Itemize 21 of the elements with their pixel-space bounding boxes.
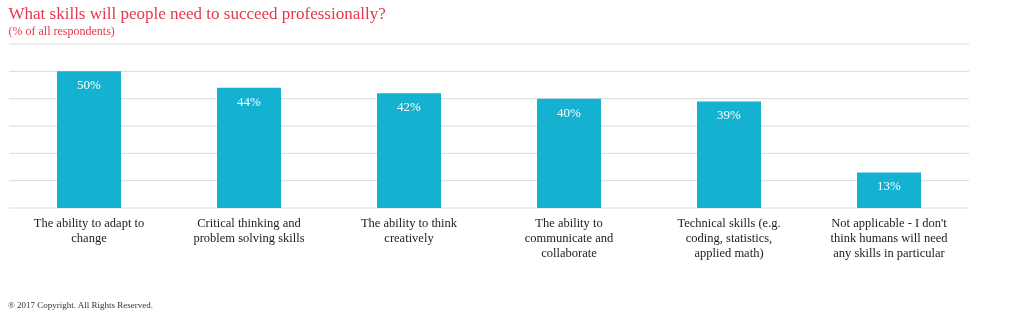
data-label: 44% bbox=[237, 93, 262, 109]
bar bbox=[697, 101, 761, 208]
bar bbox=[57, 71, 121, 208]
data-label: 42% bbox=[397, 99, 422, 115]
chart-subtitle: (% of all respondents) bbox=[8, 23, 115, 38]
x-tick-label: The ability to adapt to change bbox=[33, 215, 145, 245]
bar bbox=[857, 172, 921, 208]
x-tick-label: The ability to communicate and collaborate bbox=[524, 215, 614, 260]
data-label: 40% bbox=[557, 104, 582, 120]
x-tick-label: Technical skills (e.g. coding, statistics, applied math) bbox=[677, 215, 781, 260]
text: ® 2017 Copyright. All Rights Reserved. bbox=[8, 300, 154, 310]
bar bbox=[217, 87, 281, 208]
bar bbox=[377, 93, 441, 208]
bar bbox=[537, 98, 601, 208]
x-tick-label: The ability to think creatively bbox=[360, 215, 458, 245]
data-label: 50% bbox=[77, 77, 102, 93]
x-tick-label: Not applicable - I don't think humans will need any skills in particular bbox=[830, 215, 949, 260]
chart-title: What skills will people need to succeed professionally? bbox=[8, 3, 386, 23]
x-tick-label: Critical thinking and problem solving skills bbox=[193, 215, 305, 245]
data-label: 39% bbox=[717, 107, 742, 123]
data-label: 13% bbox=[877, 178, 902, 194]
